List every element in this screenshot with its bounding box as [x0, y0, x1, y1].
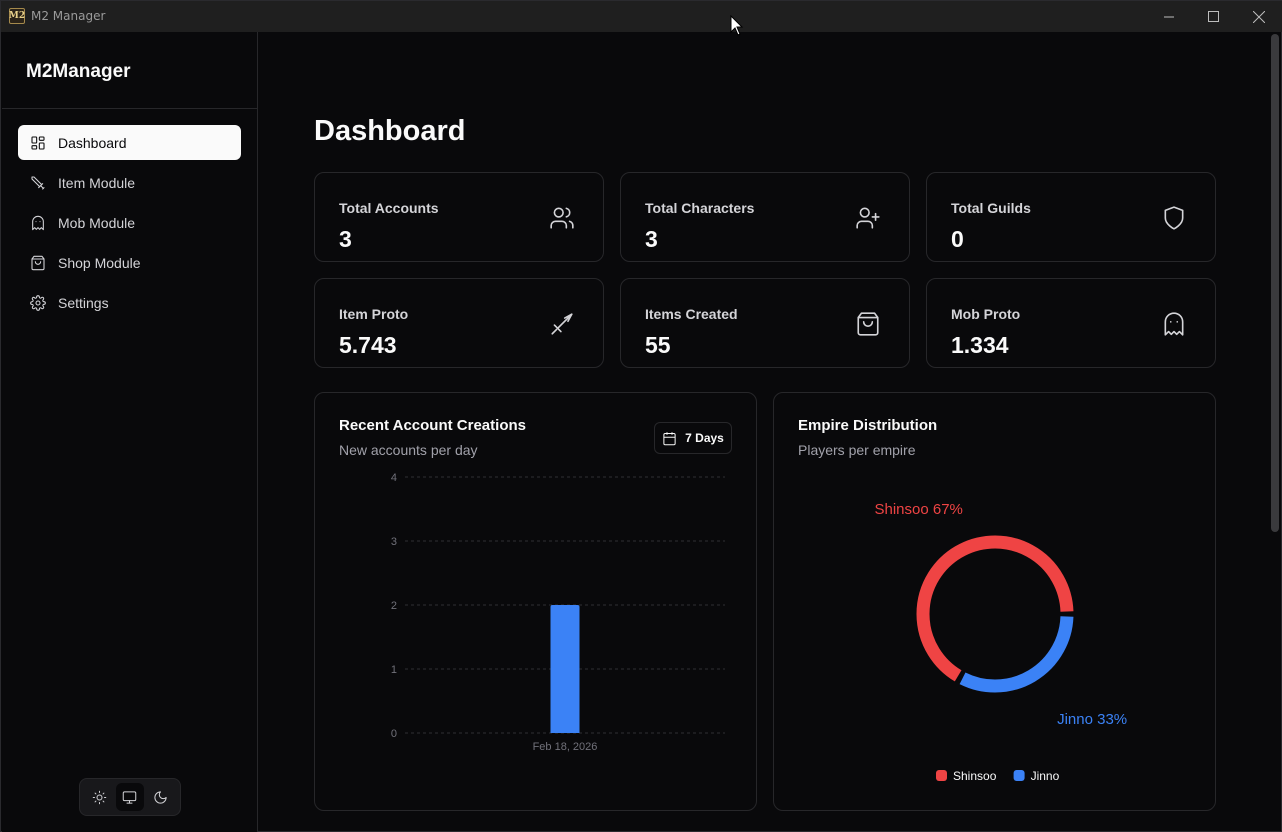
stat-label: Mob Proto	[951, 306, 1021, 322]
minimize-button[interactable]	[1146, 1, 1192, 32]
stat-card-total-characters: Total Characters 3	[620, 172, 910, 262]
date-range-label: 7 Days	[685, 431, 724, 445]
sidebar-item-mob-module[interactable]: Mob Module	[18, 205, 241, 240]
maximize-icon	[1207, 11, 1219, 22]
panel-title: Recent Account Creations	[339, 417, 526, 434]
panel-title: Empire Distribution	[798, 417, 938, 434]
recent-accounts-panel: Recent Account Creations New accounts pe…	[314, 392, 757, 811]
shield-icon	[1161, 205, 1187, 231]
sidebar-item-label: Dashboard	[58, 134, 127, 151]
user-plus-icon	[855, 205, 881, 231]
theme-dark-button[interactable]	[147, 783, 175, 811]
date-range-button[interactable]: 7 Days	[654, 422, 732, 454]
mouse-cursor-icon	[730, 15, 744, 36]
moon-icon	[154, 790, 167, 804]
window-title: M2 Manager	[31, 9, 106, 23]
y-tick-label: 0	[391, 728, 397, 740]
monitor-icon	[123, 790, 137, 804]
empire-distribution-panel: Empire Distribution Players per empire J…	[773, 392, 1216, 811]
ghost-icon	[1161, 311, 1187, 337]
sidebar: M2Manager Dashboard Item Module Mob Modu…	[2, 32, 258, 832]
stat-label: Items Created	[645, 306, 738, 322]
sidebar-item-item-module[interactable]: Item Module	[18, 165, 241, 200]
minimize-icon	[1164, 16, 1174, 17]
sidebar-nav: Dashboard Item Module Mob Module Shop Mo…	[18, 125, 241, 325]
y-tick-label: 1	[391, 664, 397, 676]
slice-label: Shinsoo 67%	[874, 501, 962, 518]
calendar-icon	[663, 431, 676, 445]
brand-title: M2Manager	[26, 61, 131, 82]
dashboard-icon	[30, 135, 46, 151]
ghost-icon	[30, 215, 46, 231]
stat-label: Total Accounts	[339, 200, 439, 216]
sidebar-item-dashboard[interactable]: Dashboard	[18, 125, 241, 160]
panel-subtitle: New accounts per day	[339, 442, 478, 458]
panel-subtitle: Players per empire	[798, 442, 916, 458]
sidebar-item-label: Mob Module	[58, 214, 136, 231]
sword-icon	[549, 311, 575, 337]
close-icon	[1253, 10, 1265, 23]
donut-slice[interactable]	[916, 535, 1074, 682]
sidebar-item-settings[interactable]: Settings	[18, 285, 241, 320]
stat-card-total-guilds: Total Guilds 0	[926, 172, 1216, 262]
gear-icon	[30, 294, 46, 311]
slice-label: Jinno 33%	[1057, 711, 1127, 728]
main-content: Dashboard Total Accounts 3 Total Charact…	[258, 32, 1270, 832]
stat-value: 55	[645, 332, 671, 358]
donut-chart: Jinno 33% Shinsoo 67% Shinsoo Jinno	[874, 501, 1127, 783]
sidebar-item-label: Shop Module	[58, 254, 141, 271]
stat-label: Total Guilds	[951, 200, 1031, 216]
app-logo-icon: M2	[9, 8, 25, 24]
stat-card-total-accounts: Total Accounts 3	[314, 172, 604, 262]
y-tick-label: 2	[391, 600, 397, 612]
theme-light-button[interactable]	[85, 783, 113, 811]
stat-value: 3	[645, 226, 658, 252]
sidebar-item-label: Item Module	[58, 174, 136, 191]
shopping-bag-icon	[30, 255, 46, 271]
legend-label: Jinno	[1031, 769, 1060, 783]
stat-card-items-created: Items Created 55	[620, 278, 910, 368]
stat-value: 0	[951, 226, 964, 252]
sword-icon	[30, 175, 46, 191]
bar-chart: 0 1 2 3 4 Feb 18, 2026	[391, 472, 725, 753]
sun-icon	[92, 790, 107, 804]
stat-label: Total Characters	[645, 200, 755, 216]
scrollbar[interactable]	[1271, 34, 1279, 532]
stat-value: 5.743	[339, 332, 397, 358]
y-tick-label: 4	[391, 472, 397, 484]
sidebar-item-shop-module[interactable]: Shop Module	[18, 245, 241, 280]
donut-slice[interactable]	[959, 616, 1074, 693]
y-tick-label: 3	[391, 536, 397, 548]
theme-switcher	[79, 778, 181, 816]
shopping-bag-icon	[855, 311, 881, 337]
legend-swatch	[936, 770, 947, 781]
stat-value: 1.334	[951, 332, 1009, 358]
close-button[interactable]	[1236, 1, 1282, 32]
legend-swatch	[1013, 770, 1025, 781]
title-bar[interactable]: M2 M2 Manager	[1, 1, 1282, 32]
bar[interactable]	[550, 605, 580, 733]
theme-system-button[interactable]	[115, 783, 144, 811]
sidebar-item-label: Settings	[58, 294, 109, 311]
users-icon	[549, 205, 575, 231]
stat-card-item-proto: Item Proto 5.743	[314, 278, 604, 368]
sidebar-divider	[2, 108, 257, 109]
page-title: Dashboard	[314, 115, 466, 147]
maximize-button[interactable]	[1190, 1, 1236, 32]
stat-label: Item Proto	[339, 306, 409, 322]
stat-value: 3	[339, 226, 352, 252]
legend-label: Shinsoo	[953, 769, 997, 783]
stat-card-mob-proto: Mob Proto 1.334	[926, 278, 1216, 368]
x-tick-label: Feb 18, 2026	[533, 741, 598, 753]
